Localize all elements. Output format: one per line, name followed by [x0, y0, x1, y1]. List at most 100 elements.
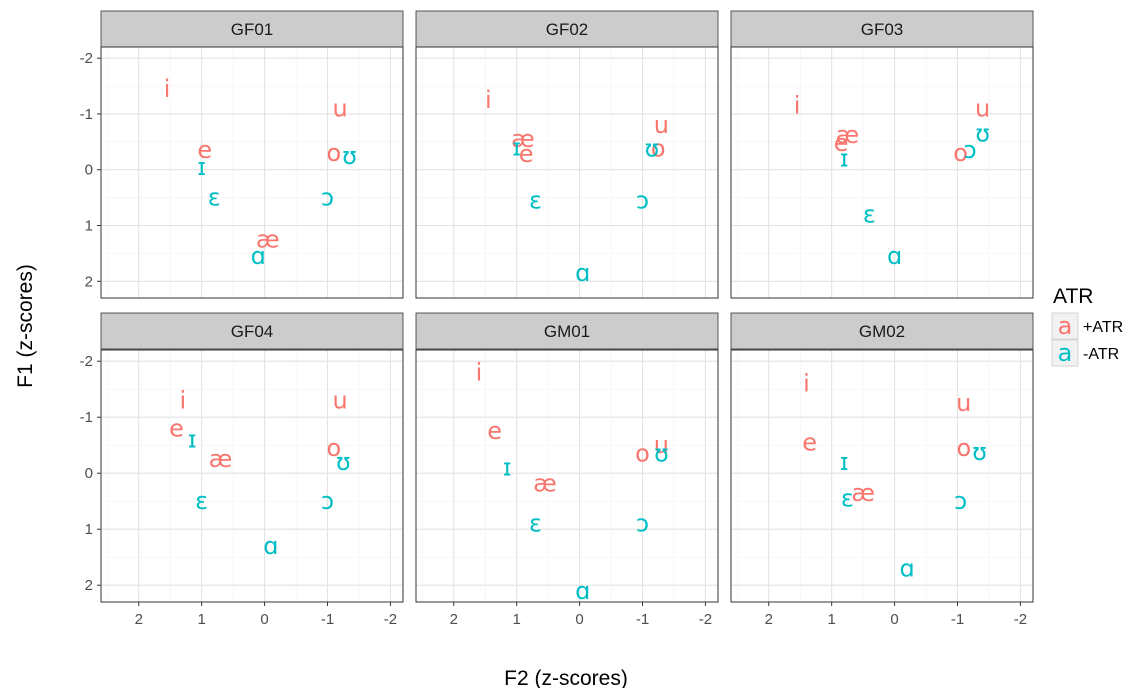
vowel-point-minus-atr: ɔ	[321, 184, 334, 212]
y-tick-label: 2	[85, 577, 93, 594]
facet-panel-gf01: GF01 i u e o æ ɪ ʊ ɛ ɔ ɑ -2 -1 0 1 2	[80, 10, 404, 299]
facet-strip-label: GF01	[231, 20, 274, 39]
vowel-point-minus-atr: ɑ	[887, 242, 902, 270]
legend-title: ATR	[1053, 285, 1093, 308]
legend-key	[1051, 312, 1079, 340]
vowel-point-plus-atr: u	[654, 111, 669, 139]
vowel-point-plus-atr: i	[794, 92, 801, 120]
vowel-point-plus-atr: i	[803, 370, 810, 398]
vowel-point-plus-atr: i	[485, 86, 492, 114]
vowel-point-minus-atr: ɑ	[251, 242, 266, 270]
vowel-point-plus-atr: æ	[209, 445, 233, 473]
facet-panel-gf02: GF02 i u æe o ɪ ʊ ɛ ɔ ɑ	[415, 10, 719, 299]
vowel-points: iue oæɪ ʊɛ ɔɑ	[802, 370, 987, 583]
facet-panel-gf03: GF03 i u æe o ɪ ʊɔ ɛɑ	[730, 10, 1034, 299]
legend-entry-minus-atr: a -ATR	[1051, 339, 1119, 367]
vowel-point-plus-atr: æ	[511, 125, 535, 153]
panel-background	[731, 47, 1033, 298]
x-tick-label: 0	[260, 611, 268, 628]
vowel-point-minus-atr: ɑ	[575, 259, 590, 287]
vowel-point-plus-atr: o	[953, 139, 968, 167]
vowel-point-minus-atr: ʊ	[975, 119, 990, 147]
panel-grid	[101, 47, 403, 298]
panel-grid	[416, 47, 718, 298]
y-tick-label: -2	[80, 50, 93, 67]
x-tick-label: -1	[636, 611, 649, 628]
vowel-point-plus-atr: æ	[836, 121, 860, 149]
panel-background	[101, 350, 403, 602]
x-tick-label: 2	[450, 611, 458, 628]
vowel-point-minus-atr: ʊ	[972, 438, 987, 466]
x-tick-label: -1	[321, 611, 334, 628]
vowel-point-minus-atr: ʊ	[645, 135, 660, 163]
vowel-point-plus-atr: o	[326, 139, 341, 167]
facet-panel-gm01: GM01 i e o u æɪ ʊ ɛ ɔ ɑ 2 1 0 -1 -2	[415, 312, 719, 628]
y-tick-label: 1	[85, 521, 93, 538]
vowel-point-minus-atr: ɑ	[263, 532, 278, 560]
facet-strip-label: GF03	[861, 20, 904, 39]
vowel-point-plus-atr: o	[651, 135, 666, 163]
facet-strip	[100, 312, 404, 350]
vowel-point-plus-atr: i	[179, 386, 186, 414]
panel-background	[101, 47, 403, 298]
x-tick-label: 0	[890, 611, 898, 628]
legend-key-glyph: a	[1058, 339, 1073, 367]
vowel-point-minus-atr: ɪ	[840, 448, 849, 476]
facet-strip	[730, 312, 1034, 350]
vowel-point-minus-atr: ɪ	[840, 145, 849, 173]
y-tick-label: -2	[80, 353, 93, 370]
panel-border	[100, 349, 404, 603]
vowel-point-plus-atr: i	[476, 358, 483, 386]
vowel-point-minus-atr: ɛ	[208, 184, 221, 212]
panel-grid	[101, 350, 403, 602]
vowel-points: i u æe o ɪ ʊ ɛ ɔ ɑ	[485, 86, 669, 287]
vowel-point-minus-atr: ɔ	[321, 487, 334, 515]
vowel-points: iue oæɪ ʊɛ ɔɑ	[164, 75, 357, 270]
vowel-point-plus-atr: u	[975, 94, 990, 122]
legend-entry-plus-atr: a +ATR	[1051, 312, 1123, 340]
vowel-point-minus-atr: ɛ	[529, 186, 542, 214]
vowel-point-plus-atr: u	[332, 386, 347, 414]
vowel-point-plus-atr: e	[169, 414, 184, 442]
vowel-point-minus-atr: ʊ	[654, 440, 669, 468]
panel-border	[730, 46, 1034, 299]
y-tick-label: -1	[80, 409, 93, 426]
x-tick-label: 0	[575, 611, 583, 628]
legend: ATR a +ATR a -ATR	[1051, 285, 1123, 367]
x-tick-label: 2	[765, 611, 773, 628]
facet-panel-gm02: GM02 i u e o æɪ ʊ ɛ ɔ ɑ 2 1 0 -1 -2	[730, 312, 1034, 628]
facet-strip	[415, 312, 719, 350]
vowel-point-minus-atr: ʊ	[336, 448, 351, 476]
x-tick-label: -2	[1014, 611, 1027, 628]
vowel-point-minus-atr: ɔ	[963, 136, 976, 164]
panel-border	[415, 349, 719, 603]
facet-strip	[415, 10, 719, 48]
legend-label: +ATR	[1083, 319, 1123, 336]
facet-panel-gf04: GF04 i u eæ o ɪ ʊ ɛ ɔ ɑ -2 -1 0 1 2 2 1 0 -1 -2	[80, 312, 404, 628]
vowel-point-minus-atr: ɪ	[512, 133, 521, 161]
vowel-point-plus-atr: e	[519, 140, 534, 168]
vowel-point-minus-atr: ɪ	[503, 454, 512, 482]
vowel-point-minus-atr: ɛ	[863, 200, 876, 228]
y-tick-label: 1	[85, 217, 93, 234]
vowel-point-plus-atr: o	[326, 434, 341, 462]
facet-strip-label: GF04	[231, 322, 274, 341]
panel-grid	[731, 350, 1033, 602]
vowel-point-minus-atr: ɛ	[841, 484, 854, 512]
vowel-point-minus-atr: ɔ	[636, 186, 649, 214]
panel-grid	[731, 47, 1033, 298]
vowel-points: i u eæ o ɪ ʊ ɛ ɔ ɑ	[169, 386, 351, 560]
vowel-point-minus-atr: ɪ	[197, 153, 206, 181]
vowel-point-plus-atr: e	[834, 129, 849, 157]
facet-strip	[100, 10, 404, 48]
panel-background	[416, 47, 718, 298]
vowel-point-minus-atr: ɪ	[188, 426, 197, 454]
panel-border	[415, 46, 719, 299]
y-tick-label: 0	[85, 465, 93, 482]
vowel-point-plus-atr: æ	[533, 469, 557, 497]
vowel-point-plus-atr: u	[956, 389, 971, 417]
vowel-point-plus-atr: i	[164, 75, 171, 103]
vowel-point-minus-atr: ɛ	[195, 487, 208, 515]
vowel-point-plus-atr: e	[802, 428, 817, 456]
